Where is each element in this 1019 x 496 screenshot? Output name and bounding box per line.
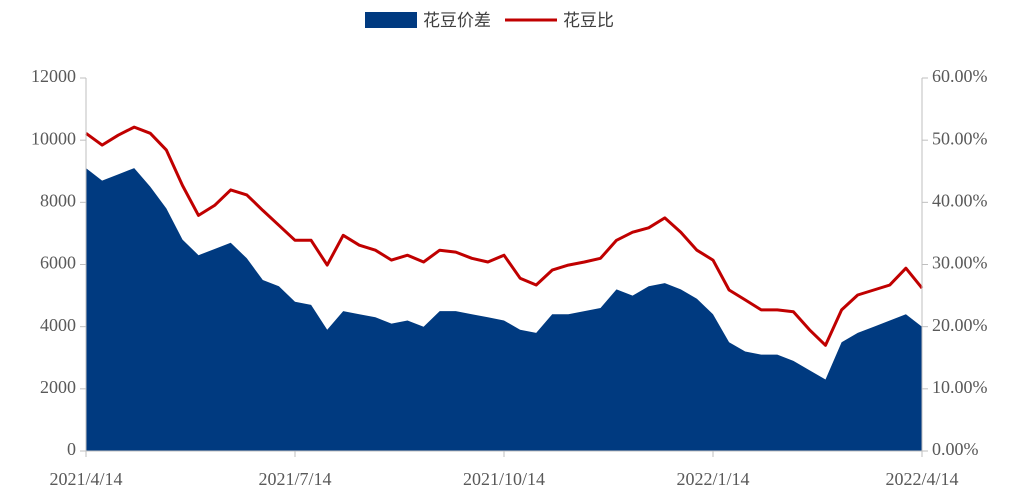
area	[86, 168, 922, 451]
legend-swatch	[365, 12, 417, 28]
y2-tick-label: 10.00%	[932, 377, 988, 397]
y2-tick-label: 50.00%	[932, 128, 988, 148]
y2-tick-label: 40.00%	[932, 190, 988, 210]
y2-tick-label: 0.00%	[932, 439, 979, 459]
y2-tick-label: 20.00%	[932, 315, 988, 335]
y-tick-label: 2000	[40, 377, 76, 397]
legend-label: 花豆价差	[423, 11, 491, 31]
legend: 花豆价差 花豆比	[365, 11, 614, 31]
y-tick-label: 4000	[40, 315, 76, 335]
legend-label: 花豆比	[563, 11, 614, 31]
y-tick-label: 6000	[40, 253, 76, 273]
line	[85, 125, 924, 347]
y2-tick-label: 30.00%	[932, 253, 988, 273]
y-tick-label: 8000	[40, 190, 76, 210]
y-tick-label: 12000	[31, 66, 76, 86]
x-tick-label: 2021/4/14	[49, 469, 122, 489]
y-tick-label: 0	[67, 439, 76, 459]
y2-tick-label: 60.00%	[932, 66, 988, 86]
x-tick-label: 2022/1/14	[676, 469, 749, 489]
y-tick-label: 10000	[31, 128, 76, 148]
x-tick-label: 2021/10/14	[463, 469, 545, 489]
x-tick-label: 2022/4/14	[885, 469, 958, 489]
x-tick-label: 2021/7/14	[258, 469, 331, 489]
